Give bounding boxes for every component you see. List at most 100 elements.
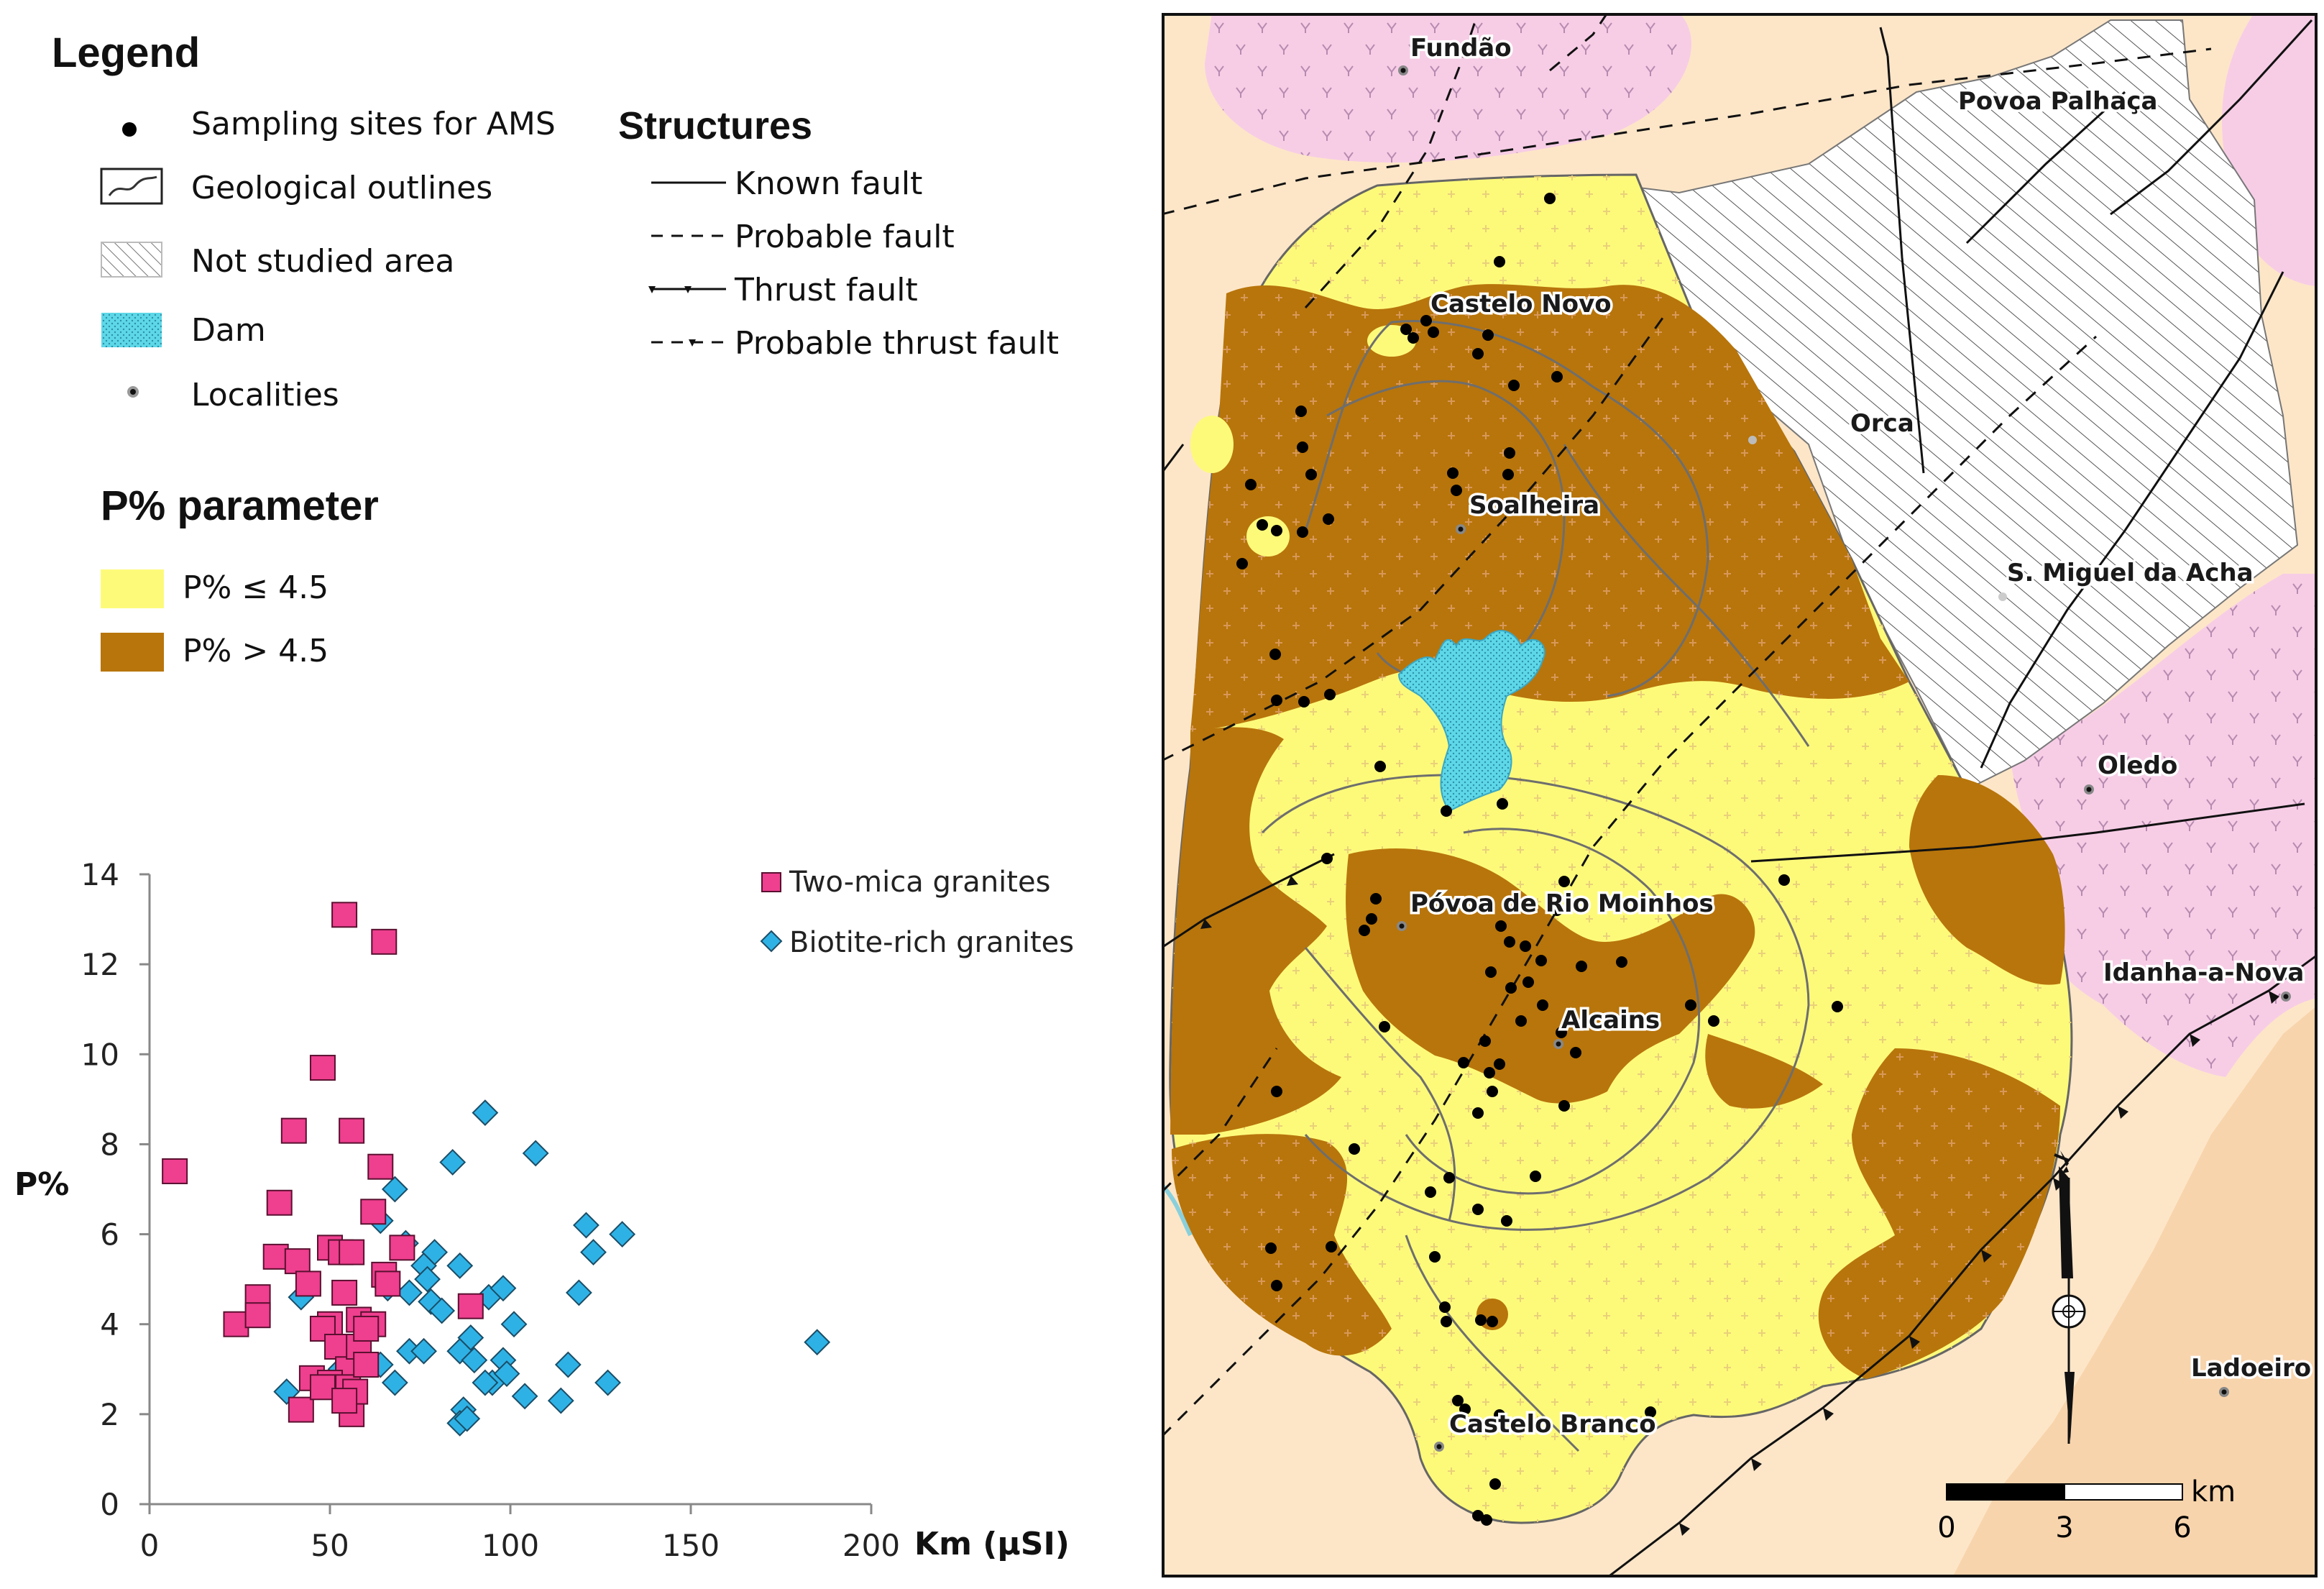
two-mica-point: [244, 1302, 271, 1329]
x-axis-label: Km (µSI): [914, 1526, 1070, 1562]
legend-two-mica-label: Two-mica granites: [789, 866, 1050, 899]
legend-item-label: Sampling sites for AMS: [191, 106, 556, 142]
two-mica-point: [266, 1189, 293, 1216]
two-mica-point: [339, 1117, 365, 1144]
locality-fundao: Fundão: [1410, 34, 1512, 63]
locality-povoa-de-rio-moinhos: Póvoa de Rio Moinhos: [1410, 889, 1714, 918]
locality-idanha-a-nova: Idanha-a-Nova: [2103, 958, 2304, 987]
locality-orca: Orca: [1850, 409, 1914, 438]
dot-icon: [122, 122, 137, 137]
legend-square-icon: [761, 872, 781, 892]
two-mica-point: [353, 1315, 380, 1342]
sampling-sites: [1236, 193, 1843, 1526]
biotite-point: [580, 1239, 607, 1266]
p-parameter-title: P% parameter: [101, 482, 379, 529]
p-high-label: P% > 4.5: [183, 633, 329, 669]
map-frame: [1162, 13, 2318, 1577]
y-axis-label: P%: [14, 1166, 69, 1203]
locality-povoa-palhaca: Povoa Palhaça: [1958, 87, 2157, 116]
scale-tick: 0: [1937, 1511, 1955, 1544]
two-mica-point: [262, 1243, 289, 1270]
known-faults: [1165, 19, 2313, 863]
x-tick-label: 50: [311, 1528, 349, 1563]
hatch-icon: [101, 242, 162, 278]
legend-item-label: Dam: [191, 312, 266, 349]
two-mica-point: [284, 1248, 311, 1275]
locality-castelo-novo: Castelo Novo: [1430, 290, 1612, 319]
outline-icon: [100, 168, 163, 205]
p-low-swatch: [101, 569, 164, 608]
biotite-point: [381, 1176, 408, 1203]
biotite-point: [573, 1212, 600, 1239]
legend-item-label: Localities: [191, 377, 339, 413]
locality-icon: [127, 386, 139, 398]
x-tick-label: 0: [140, 1528, 160, 1563]
biotite-point: [594, 1369, 621, 1396]
structure-symbols: [648, 181, 726, 347]
thrust-faults: [1165, 853, 2315, 1575]
two-mica-point: [389, 1235, 415, 1261]
biotite-point: [609, 1221, 636, 1247]
scatter-chart: 0 50 100 150 200 0 2 4 6 8 10 12 14 Km (µSI) P% Two-mi…: [14, 857, 1074, 1563]
thrust-fault-icon: [648, 286, 726, 293]
two-mica-point: [309, 1315, 336, 1342]
biotite-point: [522, 1140, 549, 1167]
two-mica-point: [331, 1279, 358, 1306]
two-mica-point: [288, 1396, 314, 1423]
two-mica-point: [360, 1199, 387, 1225]
two-mica-point: [353, 1352, 380, 1378]
two-mica-point: [280, 1117, 307, 1144]
biotite-point: [414, 1265, 441, 1293]
north-arrow-icon: [2052, 1150, 2086, 1444]
probable-faults: [1165, 16, 2212, 1436]
x-tick-label: 150: [662, 1528, 720, 1563]
structure-label: Probable thrust fault: [735, 325, 1059, 362]
y-tick-label: 8: [100, 1127, 119, 1162]
biotite-point: [428, 1297, 456, 1324]
two-mica-point: [223, 1311, 249, 1337]
biotite-point: [511, 1383, 538, 1410]
biotite-point: [439, 1149, 467, 1176]
scale-tick: 3: [2055, 1511, 2073, 1544]
two-mica-point: [367, 1153, 394, 1180]
legend-biotite-label: Biotite-rich granites: [789, 926, 1074, 959]
locality-alcains: Alcains: [1561, 1006, 1660, 1035]
locality-s-miguel-da-acha: S. Miguel da Acha: [2007, 559, 2254, 587]
two-mica-point: [331, 1388, 358, 1414]
biotite-point: [454, 1405, 481, 1432]
legend-title: Legend: [52, 29, 201, 76]
biotite-point: [396, 1279, 423, 1306]
biotite-point: [410, 1337, 437, 1365]
two-mica-point: [162, 1158, 188, 1184]
y-tick-label: 2: [100, 1397, 119, 1432]
two-mica-point: [309, 1374, 336, 1401]
legend-diamond-icon: [760, 930, 783, 953]
biotite-point: [500, 1311, 528, 1338]
two-mica-point: [324, 1334, 351, 1360]
two-mica-point: [457, 1293, 484, 1319]
biotite-point: [804, 1329, 831, 1356]
biotite-point: [446, 1252, 474, 1279]
dam-area: [1397, 630, 1545, 812]
x-tick-label: 200: [842, 1528, 900, 1563]
lower-right-basin: [1954, 1007, 2315, 1575]
y-tick-label: 4: [100, 1307, 119, 1342]
x-tick-label: 100: [482, 1528, 539, 1563]
locality-soalheira: Soalheira: [1469, 491, 1599, 520]
locality-oledo: Oledo: [2098, 751, 2177, 780]
two-mica-point: [309, 1055, 336, 1081]
two-mica-point: [339, 1401, 365, 1427]
locality-castelo-branco: Castelo Branco: [1449, 1410, 1656, 1439]
p-high-swatch: [101, 633, 164, 672]
biotite-point: [565, 1279, 592, 1306]
y-tick-label: 0: [100, 1487, 119, 1522]
locality-labels: Fundão Povoa Palhaça Castelo Novo Orca S…: [1408, 32, 2314, 1442]
structure-label: Probable fault: [735, 219, 955, 255]
y-tick-label: 12: [81, 947, 119, 982]
locality-ladoeiro: Ladoeiro: [2191, 1354, 2311, 1383]
y-tick-label: 10: [81, 1037, 119, 1072]
structure-label: Thrust fault: [735, 272, 918, 308]
biotite-point: [381, 1369, 408, 1396]
structures-title: Structures: [618, 104, 813, 147]
two-mica-point: [375, 1270, 401, 1297]
